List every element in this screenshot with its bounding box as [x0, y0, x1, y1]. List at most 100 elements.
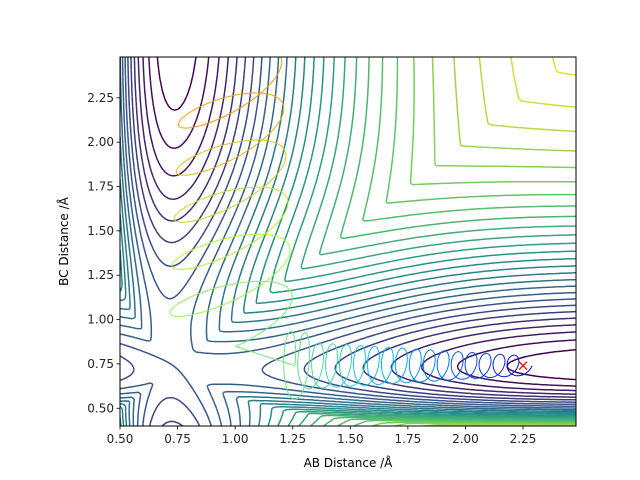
- trajectory-segment: [365, 383, 369, 386]
- trajectory-segment: [390, 348, 393, 352]
- trajectory-segment: [180, 117, 183, 120]
- trajectory-segment: [228, 252, 235, 256]
- trajectory-segment: [277, 169, 281, 174]
- trajectory-segment: [493, 357, 496, 361]
- trajectory-segment: [292, 332, 295, 336]
- trajectory-segment: [423, 356, 425, 361]
- trajectory-segment: [188, 174, 192, 176]
- trajectory-segment: [473, 352, 475, 354]
- trajectory-segment: [357, 345, 360, 348]
- trajectory-segment: [279, 144, 282, 147]
- trajectory-segment: [511, 354, 514, 357]
- trajectory-segment: [180, 162, 184, 165]
- trajectory-segment: [487, 353, 490, 355]
- trajectory-segment: [268, 93, 272, 96]
- trajectory-segment: [340, 374, 343, 379]
- trajectory-segment: [370, 379, 374, 383]
- trajectory-segment: [271, 79, 275, 83]
- trajectory-segment: [315, 383, 319, 387]
- trajectory-segment: [273, 271, 278, 276]
- trajectory-segment: [423, 369, 426, 374]
- trajectory-segment: [491, 376, 494, 378]
- trajectory-segment: [270, 187, 275, 190]
- trajectory-segment: [356, 380, 360, 384]
- trajectory-segment: [177, 122, 180, 124]
- trajectory-segment: [355, 347, 358, 351]
- trajectory-segment: [281, 163, 285, 168]
- x-tick-label: 0.75: [164, 432, 191, 446]
- trajectory-segment: [527, 369, 531, 373]
- trajectory-segment: [517, 357, 520, 360]
- trajectory-segment: [371, 346, 374, 349]
- trajectory-segment: [290, 396, 294, 400]
- trajectory-segment: [280, 166, 283, 171]
- trajectory-segment: [507, 374, 511, 377]
- trajectory-segment: [381, 371, 384, 376]
- trajectory-segment: [190, 126, 194, 129]
- contour-level: [120, 57, 576, 426]
- trajectory-segment: [450, 378, 453, 381]
- trajectory-segment: [232, 94, 237, 97]
- trajectory-segment: [338, 385, 342, 388]
- trajectory-segment: [381, 381, 385, 385]
- y-tick-label: 1.25: [87, 268, 114, 282]
- trajectory-segment: [229, 110, 235, 115]
- trajectory-segment: [452, 354, 455, 358]
- trajectory-segment: [171, 314, 174, 317]
- trajectory-segment: [409, 356, 411, 361]
- trajectory-segment: [344, 344, 347, 346]
- trajectory-segment: [432, 366, 435, 370]
- trajectory-segment: [250, 97, 256, 102]
- trajectory-segment: [288, 245, 291, 248]
- trajectory-segment: [179, 164, 182, 167]
- trajectory-segment: [454, 375, 458, 379]
- trajectory-segment: [183, 160, 187, 164]
- trajectory-segment: [427, 349, 430, 352]
- trajectory-segment: [396, 374, 399, 378]
- trajectory-segment: [312, 375, 315, 381]
- trajectory-segment: [333, 371, 336, 377]
- trajectory-segment: [281, 101, 284, 105]
- trajectory-segment: [441, 376, 444, 380]
- trajectory-segment: [340, 349, 343, 354]
- trajectory-segment: [412, 349, 415, 353]
- trajectory-segment: [223, 161, 229, 165]
- trajectory-segment: [284, 382, 288, 389]
- trajectory-segment: [411, 378, 415, 382]
- trajectory-segment: [287, 287, 290, 290]
- trajectory-segment: [437, 369, 439, 373]
- trajectory-segment: [293, 335, 296, 340]
- trajectory-segment: [511, 373, 515, 376]
- trajectory-segment: [220, 115, 226, 119]
- trajectory-segment: [368, 350, 371, 354]
- trajectory-segment: [488, 353, 491, 356]
- trajectory-segment: [325, 356, 327, 362]
- trajectory-segment: [417, 349, 420, 352]
- trajectory-segment: [334, 344, 337, 348]
- trajectory-segment: [285, 195, 288, 198]
- trajectory-segment: [250, 145, 255, 150]
- trajectory-segment: [388, 372, 391, 377]
- trajectory-segment: [240, 187, 246, 189]
- trajectory-segment: [177, 173, 180, 176]
- trajectory-segment: [185, 158, 189, 162]
- trajectory-segment: [191, 173, 195, 175]
- trajectory-segment: [289, 302, 292, 306]
- trajectory-segment: [265, 278, 271, 282]
- trajectory-segment: [224, 284, 230, 287]
- trajectory-segment: [280, 65, 282, 69]
- trajectory-segment: [281, 214, 285, 219]
- trajectory-segment: [404, 349, 407, 353]
- trajectory-segment: [507, 368, 510, 372]
- trajectory-segment: [212, 119, 217, 123]
- trajectory-segment: [495, 354, 498, 357]
- trajectory-segment: [191, 155, 196, 158]
- trajectory-segment: [317, 385, 321, 388]
- trajectory-segment: [391, 350, 394, 355]
- trajectory-segment: [230, 204, 236, 208]
- trajectory-segment: [290, 290, 293, 294]
- trajectory-segment: [410, 373, 413, 377]
- trajectory-segment: [235, 343, 242, 347]
- trajectory-segment: [253, 238, 258, 243]
